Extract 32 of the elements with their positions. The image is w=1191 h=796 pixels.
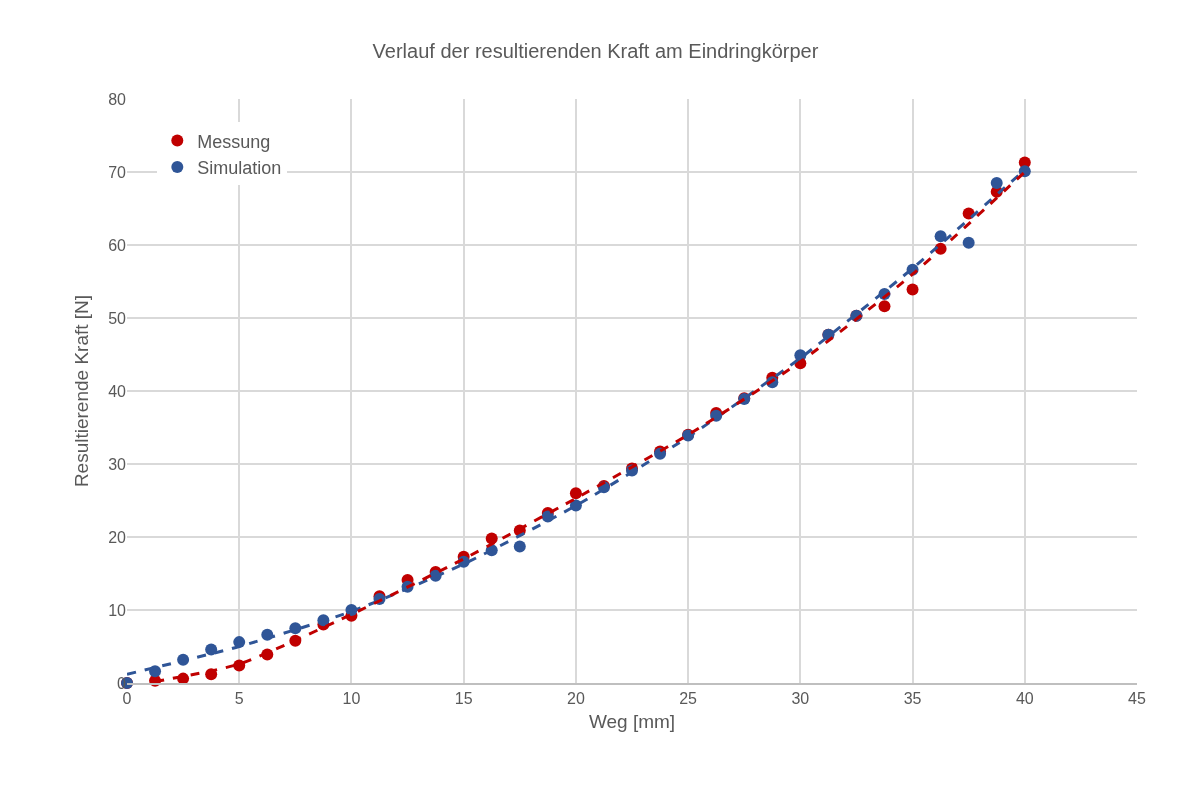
y-tick-label: 60 xyxy=(108,236,127,254)
legend-label: Messung xyxy=(197,131,271,152)
point xyxy=(569,487,582,500)
y-tick-label: 10 xyxy=(108,601,127,619)
x-tick-label: 5 xyxy=(234,690,244,708)
legend-label: Simulation xyxy=(197,157,282,178)
point xyxy=(962,236,975,249)
y-tick-label: 70 xyxy=(108,163,127,181)
x-tick-label: 15 xyxy=(454,690,473,708)
y-tick-label: 40 xyxy=(108,382,127,400)
y-tick-label: 50 xyxy=(108,309,127,327)
point xyxy=(289,622,302,635)
x-tick-label: 40 xyxy=(1015,690,1034,708)
x-tick-label: 45 xyxy=(1128,690,1146,708)
y-tick-label: 0 xyxy=(117,674,127,692)
y-tick-label: 20 xyxy=(108,528,127,546)
y-tick-label: 80 xyxy=(108,90,127,108)
x-tick-label: 30 xyxy=(791,690,810,708)
x-tick-label: 35 xyxy=(903,690,922,708)
point xyxy=(205,643,218,656)
point xyxy=(513,540,526,553)
x-tick-label: 20 xyxy=(566,690,585,708)
point xyxy=(990,176,1003,189)
x-tick-label: 10 xyxy=(342,690,361,708)
y-tick-label: 30 xyxy=(108,455,127,473)
y-axis-title: Resultierende Kraft [N] xyxy=(71,294,93,488)
point xyxy=(934,230,947,243)
chart-title: Verlauf der resultierenden Kraft am Eindringkörper xyxy=(372,39,819,62)
point xyxy=(878,300,891,313)
point xyxy=(906,283,919,296)
x-tick-label: 25 xyxy=(679,690,698,708)
x-axis-title: Weg [mm] xyxy=(588,710,676,732)
